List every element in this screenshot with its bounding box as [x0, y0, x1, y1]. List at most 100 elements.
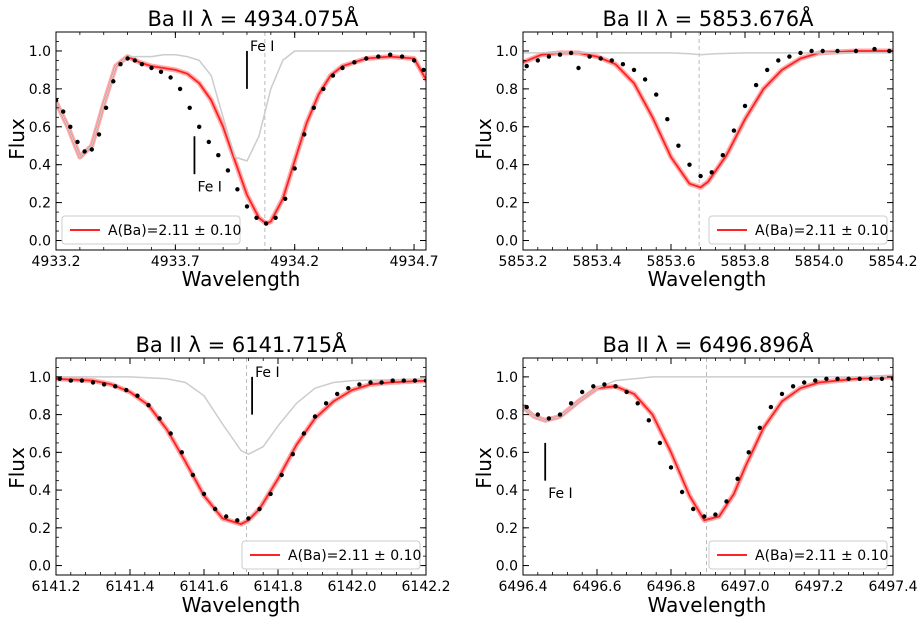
observed-point [546, 416, 552, 421]
observed-point [302, 132, 307, 137]
legend-box [708, 540, 888, 570]
observed-point [713, 512, 718, 517]
observed-point [557, 52, 563, 57]
observed-point [224, 514, 229, 519]
observed-point [335, 391, 340, 397]
observed-point [809, 48, 814, 54]
observed-point [802, 380, 807, 385]
axes-frame [522, 31, 894, 251]
panel-3-xlabel: Wavelength [182, 593, 301, 617]
observed-point [149, 65, 154, 71]
x-tick-label: 4933.7 [151, 254, 200, 270]
panel-3-title: Ba II λ = 6141.715Å [136, 331, 348, 357]
observed-point [179, 450, 184, 455]
fe-i-label: Fe I [197, 180, 221, 196]
fe-i-label: Fe I [548, 486, 572, 502]
legend-box [241, 540, 421, 570]
panel-2-xlabel: Wavelength [648, 267, 767, 291]
observed-point [212, 506, 218, 512]
x-tick-label: 6496.4 [499, 579, 548, 595]
observed-point [68, 124, 73, 129]
observed-point [279, 472, 284, 478]
panel-4-plot-area: 0.0 0.2 0.4 0.6 0.8 1.0 6496.4 6496.6 6496.8 6497… [496, 357, 918, 595]
axes-frame [55, 31, 427, 251]
observed-point [753, 82, 759, 88]
x-tick-label: 6141.2 [32, 579, 81, 595]
panel-1-xlabel: Wavelength [182, 267, 301, 291]
y-tick-label: 0.0 [29, 234, 51, 250]
panel-2-title: Ba II λ = 5853.676Å [603, 5, 815, 31]
observed-point [787, 54, 792, 59]
observed-point [346, 386, 351, 391]
observed-point [357, 382, 362, 387]
observed-point [668, 465, 674, 470]
x-tick-label: 4934.7 [390, 254, 439, 270]
x-tick-label: 5853.2 [499, 254, 548, 270]
observed-point [290, 452, 295, 457]
observed-point [292, 166, 297, 171]
y-tick-label: 0.4 [29, 158, 51, 174]
y-tick-label: 0.8 [496, 82, 518, 98]
plot-clip-group [523, 374, 893, 523]
observed-point [820, 48, 825, 54]
panel-1-ylabel: Flux [5, 118, 29, 160]
y-tick-label: 0.4 [496, 483, 518, 499]
panel-3: Ba II λ = 6141.715Å 0.0 0.2 0.4 0.6 0.8 1.0 61… [5, 331, 451, 617]
legend-label: A(Ba)=2.11 ± 0.10 [288, 548, 421, 564]
observed-point [376, 54, 381, 59]
observed-point [872, 46, 877, 52]
observed-point [352, 60, 357, 65]
observed-point [868, 376, 873, 381]
observed-point [609, 58, 614, 63]
x-tick-label: 6497.0 [721, 579, 770, 595]
panel-4: Ba II λ = 6496.896Å 0.0 0.2 0.4 0.6 0.8 1.0 64… [472, 331, 918, 617]
observed-point [731, 128, 737, 133]
observed-point [757, 425, 762, 430]
observed-point [879, 376, 885, 381]
panel-4-title: Ba II λ = 6496.896Å [603, 331, 815, 357]
observed-point [268, 491, 273, 497]
x-tick-label: 4934.2 [270, 254, 319, 270]
observed-point [340, 65, 345, 71]
y-tick-label: 0.8 [29, 82, 51, 98]
panel-1-plot-area: 0.0 0.2 0.4 0.6 0.8 1.0 4933.2 4933.7 4934.2 4934… [29, 31, 439, 270]
observed-point [411, 58, 417, 63]
synthetic-no-ba-line [56, 50, 426, 162]
observed-point [283, 196, 288, 201]
observed-point [679, 489, 685, 495]
axes-frame [55, 357, 427, 576]
observed-point [580, 389, 585, 395]
observed-point [631, 67, 637, 73]
observed-point [301, 431, 307, 436]
plot-clip-group [56, 376, 426, 527]
observed-point [206, 139, 211, 145]
observed-point [735, 476, 740, 481]
x-tick-label: 6141.4 [106, 579, 155, 595]
x-tick-label: 6141.8 [254, 579, 303, 595]
fit-line [56, 377, 426, 525]
observed-point [75, 139, 80, 145]
observed-point [635, 401, 640, 406]
observed-point [602, 382, 607, 387]
observed-point [587, 54, 592, 59]
observed-point [790, 384, 796, 389]
observed-point [890, 376, 893, 381]
observed-point [146, 403, 151, 408]
observed-point [111, 79, 116, 84]
observed-point [568, 401, 574, 406]
y-tick-label: 0.8 [29, 408, 51, 424]
panel-4-ylabel: Flux [472, 447, 496, 489]
observed-point [399, 54, 405, 59]
y-tick-label: 0.6 [29, 120, 51, 136]
observed-point [312, 414, 318, 419]
panel-2-plot-area: 0.0 0.2 0.4 0.6 0.8 1.0 5853.2 5853.4 5853.6 5853… [496, 31, 918, 270]
y-tick-label: 0.2 [496, 196, 518, 212]
panel-4-xlabel: Wavelength [648, 593, 767, 617]
observed-point [613, 384, 618, 389]
fe-i-label: Fe I [250, 39, 274, 55]
y-tick-label: 1.0 [496, 370, 518, 386]
axes-frame [522, 357, 894, 576]
observed-point [535, 412, 540, 417]
panel-3-plot-area: 0.0 0.2 0.4 0.6 0.8 1.0 6141.2 6141.4 6141.6 6141… [29, 357, 451, 595]
